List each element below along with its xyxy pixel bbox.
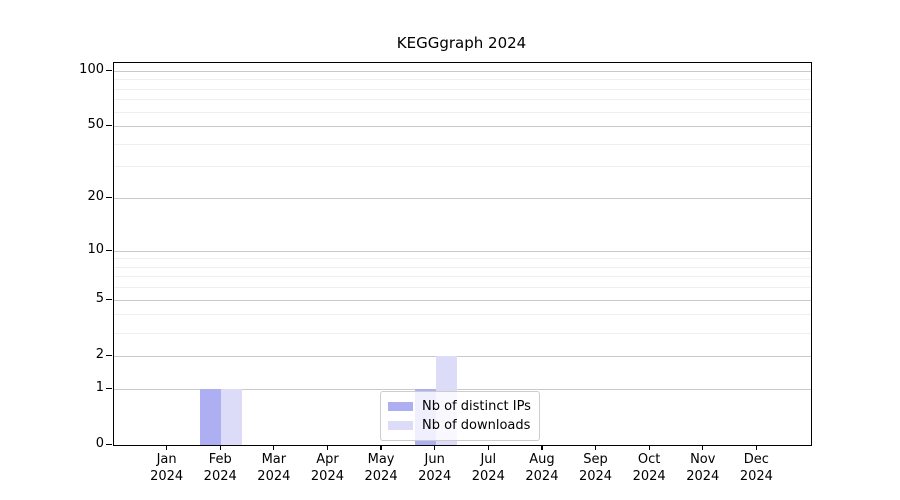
bar-nb-of-distinct-ips [200,388,222,445]
y-tick-label: 1 [95,379,104,395]
x-tick-year: 2024 [418,469,452,484]
x-tick-mark [273,445,275,450]
x-tick-month: Sep [583,452,608,467]
x-tick-month: Oct [637,452,661,467]
x-tick-mark [648,445,650,450]
x-tick-mark [166,445,168,450]
x-tick-month: Jun [424,452,445,467]
x-tick-month: Feb [208,452,232,467]
legend-item-distinct-ips: Nb of distinct IPs [388,397,531,416]
x-tick-month: Jul [480,452,497,467]
x-tick-label: Dec 2024 [728,451,784,485]
x-tick-label: Nov 2024 [675,451,731,485]
x-tick-month: Apr [316,452,339,467]
bar-nb-of-downloads [221,388,243,445]
legend-swatch-distinct-ips [388,402,413,411]
y-tick-mark [106,249,112,251]
y-tick-label: 100 [79,61,104,77]
x-tick-label: Aug 2024 [514,451,570,485]
x-tick-label: Jan 2024 [139,451,195,485]
x-tick-year: 2024 [150,469,184,484]
legend-label-distinct-ips: Nb of distinct IPs [422,399,531,414]
x-tick-label: Jun 2024 [407,451,463,485]
x-tick-year: 2024 [686,469,720,484]
gridline-minor [114,79,811,81]
gridline-minor [114,111,811,113]
y-tick-label: 20 [87,189,104,205]
x-tick-label: Apr 2024 [299,451,355,485]
y-tick-mark [106,444,112,446]
x-tick-year: 2024 [203,469,237,484]
legend-item-downloads: Nb of downloads [388,416,531,435]
gridline-minor [114,314,811,316]
x-tick-label: Mar 2024 [246,451,302,485]
x-tick-mark [380,445,382,450]
legend-swatch-downloads [388,421,413,430]
y-tick-label: 2 [95,346,104,362]
x-tick-mark [434,445,436,450]
x-tick-mark [755,445,757,450]
x-tick-month: Jan [156,452,177,467]
chart-title: KEGGgraph 2024 [396,34,527,52]
gridline-minor [114,143,811,145]
gridline-minor [114,88,811,90]
gridline-major [114,388,811,390]
y-tick-mark [106,69,112,71]
y-tick-label: 50 [87,117,104,133]
x-tick-year: 2024 [364,469,398,484]
legend-label-downloads: Nb of downloads [422,418,531,433]
gridline-major [114,355,811,357]
y-tick-mark [106,387,112,389]
gridline-minor [114,258,811,260]
gridline-minor [114,332,811,334]
y-tick-mark [106,197,112,199]
y-tick-mark [106,125,112,127]
x-tick-label: May 2024 [353,451,409,485]
x-tick-label: Sep 2024 [568,451,624,485]
x-tick-mark [487,445,489,450]
x-tick-year: 2024 [525,469,559,484]
y-tick-label: 5 [95,290,104,306]
x-tick-month: May [367,452,395,467]
x-tick-year: 2024 [632,469,666,484]
x-tick-label: Feb 2024 [192,451,248,485]
x-tick-mark [541,445,543,450]
x-tick-year: 2024 [739,469,773,484]
plot-area: Nb of distinct IPs Nb of downloads [113,62,812,446]
x-tick-year: 2024 [471,469,505,484]
legend: Nb of distinct IPs Nb of downloads [380,391,540,441]
y-tick-mark [106,354,112,357]
x-tick-month: Aug [529,452,555,467]
gridline-minor [114,276,811,278]
x-tick-mark [594,445,597,450]
gridline-major [114,126,811,128]
x-tick-mark [326,445,329,450]
gridline-minor [114,99,811,101]
x-tick-month: Dec [743,452,769,467]
gridline-minor [114,166,811,168]
y-tick-label: 10 [87,241,104,257]
gridline-minor [114,287,811,289]
gridline-major [114,299,811,301]
y-tick-label: 0 [95,436,104,451]
y-tick-mark [106,298,112,300]
gridline-minor [114,266,811,268]
x-tick-mark [702,445,704,450]
x-tick-month: Nov [690,452,716,467]
x-tick-mark [219,445,221,450]
x-tick-label: Oct 2024 [621,451,677,485]
x-tick-year: 2024 [578,469,613,484]
x-tick-year: 2024 [310,469,344,484]
x-tick-label: Jul 2024 [460,451,516,485]
gridline-major [114,250,811,252]
gridline-major [114,198,811,200]
x-tick-month: Mar [261,452,287,467]
gridline-major [114,70,811,72]
x-tick-year: 2024 [257,469,291,484]
